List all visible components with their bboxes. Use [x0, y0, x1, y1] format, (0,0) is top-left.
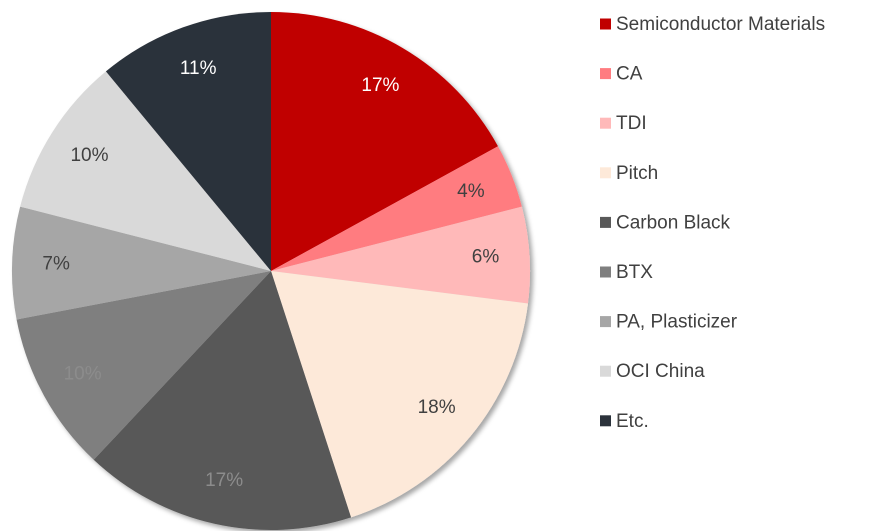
legend-swatch	[600, 117, 611, 129]
pie-slice	[271, 271, 528, 518]
data-label: 17%	[361, 75, 399, 96]
data-label: 7%	[42, 253, 70, 274]
legend-swatch	[600, 365, 611, 377]
legend-swatch	[600, 18, 611, 30]
legend-label: Carbon Black	[616, 212, 731, 233]
pie	[11, 12, 530, 530]
data-label: 10%	[64, 364, 102, 385]
data-label: 10%	[70, 145, 108, 166]
pie-slice	[11, 206, 271, 320]
pie-slice	[105, 12, 271, 271]
legend-swatch	[600, 216, 611, 228]
data-label: 18%	[418, 397, 456, 418]
legend-label: Pitch	[616, 163, 658, 184]
pie-slice	[271, 146, 522, 271]
pie-slice	[20, 71, 271, 271]
pie-slice	[271, 206, 530, 304]
legend-label: BTX	[616, 262, 653, 283]
pie-slice	[93, 271, 352, 530]
legend-swatch	[600, 68, 611, 80]
legend-swatch	[600, 266, 611, 278]
data-label: 17%	[205, 470, 243, 491]
legend-swatch	[600, 415, 611, 427]
legend-label: Etc.	[616, 411, 649, 432]
legend-label: OCI China	[616, 361, 705, 382]
data-label: 11%	[180, 58, 217, 79]
legend-swatch	[600, 316, 611, 328]
pie-slice	[271, 12, 498, 271]
legend-swatch	[600, 167, 611, 179]
data-label: 4%	[457, 181, 485, 202]
pie-slice	[16, 271, 272, 460]
legend-label: PA, Plasticizer	[616, 312, 738, 333]
data-label: 6%	[472, 247, 500, 268]
legend-label: CA	[616, 64, 643, 85]
legend-label: TDI	[616, 113, 647, 134]
legend-label: Semiconductor Materials	[616, 14, 825, 35]
